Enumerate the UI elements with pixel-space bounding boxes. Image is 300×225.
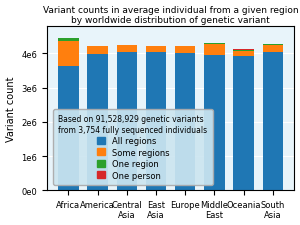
Bar	[58, 39, 79, 42]
Bar	[117, 46, 137, 53]
Bar	[175, 54, 196, 191]
Y-axis label: Variant count: Variant count	[6, 76, 16, 141]
Bar	[146, 47, 166, 53]
Bar	[233, 50, 254, 52]
Bar	[204, 55, 225, 191]
Bar	[87, 47, 108, 55]
Bar	[58, 42, 79, 67]
Bar	[117, 53, 137, 191]
Bar	[204, 44, 225, 45]
Bar	[58, 67, 79, 191]
Bar	[233, 52, 254, 57]
Bar	[146, 53, 166, 191]
Bar	[204, 45, 225, 55]
Bar	[263, 45, 283, 46]
Bar	[146, 46, 166, 47]
Title: Variant counts in average individual from a given region
by worldwide distributi: Variant counts in average individual fro…	[43, 6, 298, 25]
Bar	[263, 46, 283, 53]
Bar	[233, 57, 254, 191]
Bar	[87, 55, 108, 191]
Bar	[263, 53, 283, 191]
Bar	[175, 47, 196, 54]
Legend: All regions, Some regions, One region, One person: All regions, Some regions, One region, O…	[53, 110, 213, 185]
